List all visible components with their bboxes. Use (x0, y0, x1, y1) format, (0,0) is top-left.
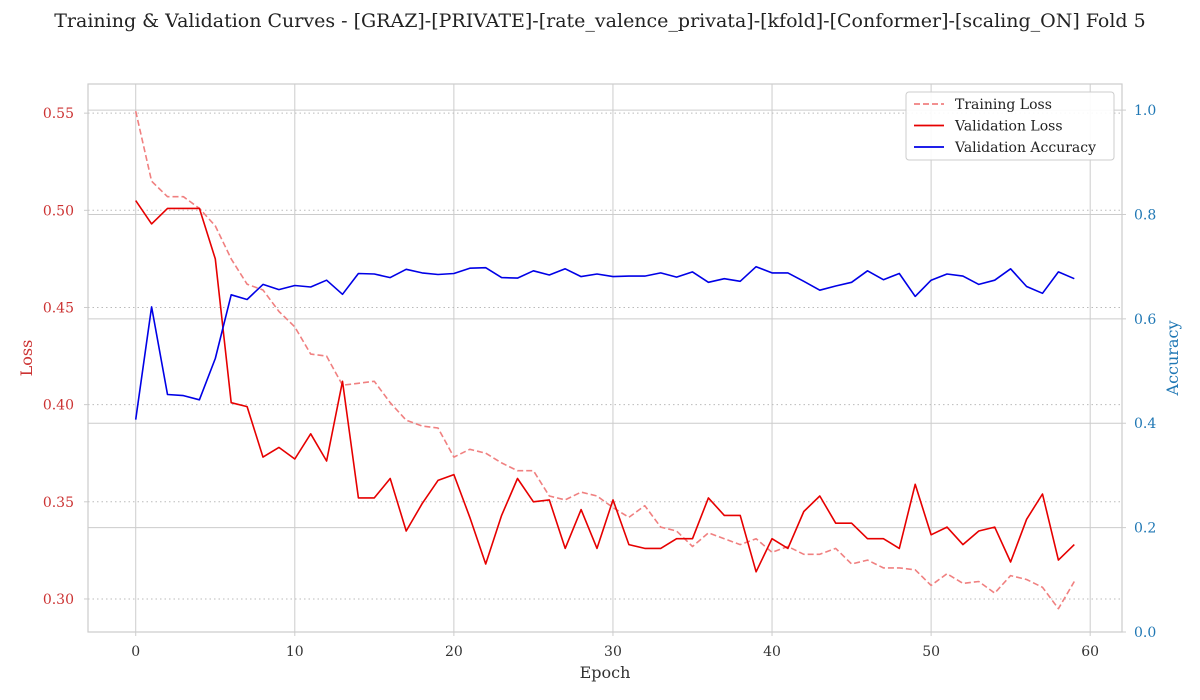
validation-accuracy-line (134, 265, 1075, 420)
left-y-tick-label: 0.35 (43, 495, 74, 511)
right-y-axis-label: Accuracy (1163, 321, 1182, 397)
right-y-tick-label: 0.2 (1134, 521, 1156, 537)
x-tick-label: 30 (604, 644, 622, 660)
left-y-tick-label: 0.45 (43, 300, 74, 316)
x-tick-label: 20 (445, 644, 463, 660)
validation-loss-line (135, 200, 1075, 573)
x-tick-label: 10 (286, 644, 304, 660)
right-y-tick-label: 1.0 (1134, 103, 1156, 119)
series-layer (134, 111, 1075, 610)
x-axis-label: Epoch (580, 663, 631, 682)
legend-label-training-loss: Training Loss (955, 97, 1052, 113)
right-y-tick-label: 0.0 (1134, 625, 1156, 641)
left-y-tick-label: 0.50 (43, 203, 74, 219)
legend-layer: Training Loss Validation Loss Validation A… (905, 91, 1115, 161)
legend-box (905, 91, 1115, 161)
grid-layer (88, 84, 1122, 633)
left-y-axis-label: Loss (17, 340, 36, 377)
right-y-tick-label: 0.4 (1134, 416, 1156, 432)
right-y-tick-label: 0.8 (1134, 207, 1156, 223)
plot-frame (87, 83, 1123, 633)
left-y-tick-label: 0.40 (43, 398, 74, 414)
left-y-tick-label: 0.30 (43, 592, 74, 608)
training-loss-line (134, 111, 1075, 610)
x-tick-label: 0 (131, 644, 140, 660)
x-tick-label: 50 (922, 644, 940, 660)
left-y-tick-label: 0.55 (43, 106, 74, 122)
axes-layer: 0 10 20 30 40 50 60 0.30 0.35 0.40 0.45 0.50 0.55 0.0… (17, 83, 1182, 682)
right-y-tick-label: 0.6 (1134, 312, 1156, 328)
x-tick-label: 40 (763, 644, 781, 660)
plot-background (88, 84, 1122, 632)
legend-label-validation-loss: Validation Loss (954, 119, 1063, 135)
x-tick-label: 60 (1081, 644, 1099, 660)
chart-title: Training & Validation Curves - [GRAZ]-[P… (54, 10, 1146, 32)
legend-label-validation-accuracy: Validation Accuracy (954, 140, 1096, 156)
